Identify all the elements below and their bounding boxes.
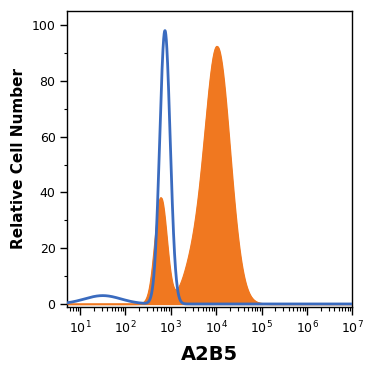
Y-axis label: Relative Cell Number: Relative Cell Number	[11, 68, 26, 249]
X-axis label: A2B5: A2B5	[182, 345, 238, 364]
